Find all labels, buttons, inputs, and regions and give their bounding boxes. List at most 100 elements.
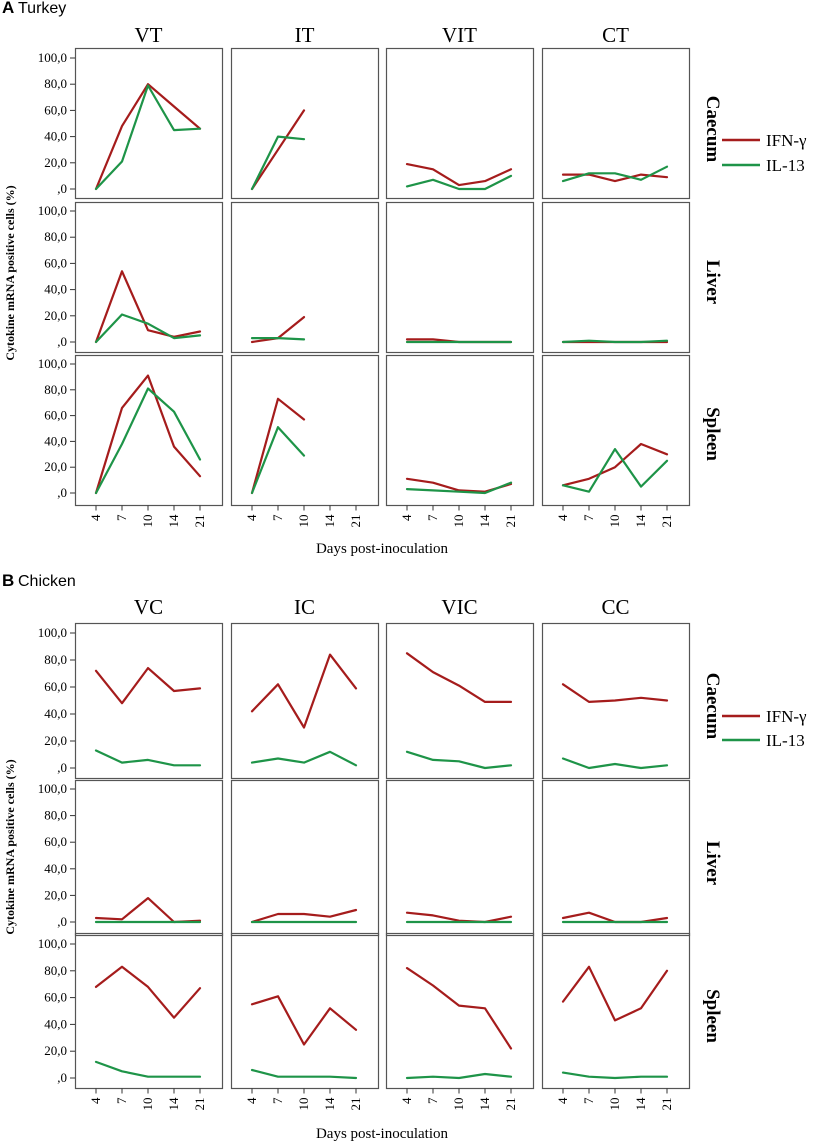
y-tick-label: 80,0 [44, 652, 67, 667]
y-tick-label: 100,0 [38, 50, 67, 65]
ifn-gamma-line-caecum-ic [250, 653, 358, 729]
legend-label: IFN-γ [766, 707, 807, 726]
column-title: CT [602, 23, 629, 47]
panel-letter: A [2, 0, 14, 17]
x-tick-label: 7 [114, 1097, 129, 1104]
panel-name: Turkey [18, 0, 66, 17]
facet-frame [385, 47, 535, 200]
row-label: Spleen [702, 989, 723, 1043]
y-tick-label: 20,0 [44, 733, 67, 748]
facet-frame [541, 201, 691, 354]
y-tick-label: 60,0 [44, 679, 67, 694]
facet-frame [385, 932, 535, 1090]
facet-frame [385, 779, 535, 937]
ifn-gamma-line-caecum-vc [94, 666, 202, 705]
il-13-line-spleen-ic [250, 1068, 358, 1080]
y-tick-label: 40,0 [44, 282, 67, 297]
column-title: VC [134, 595, 163, 619]
il-13-line-spleen-cc [561, 1071, 669, 1080]
x-tick-label: 21 [192, 1098, 207, 1111]
il-13-line-spleen-vc [94, 1060, 202, 1078]
ifn-gamma-line-liver-vt [94, 270, 202, 344]
x-tick-label: 7 [425, 514, 440, 521]
il-13-line-caecum-ct [561, 165, 669, 183]
x-tick-label: 4 [244, 514, 259, 521]
x-tick-label: 21 [348, 1098, 363, 1111]
il-13-line-caecum-cc [561, 757, 669, 770]
il-13-line-liver-it [250, 337, 306, 341]
ifn-gamma-line-liver-vc [94, 896, 202, 924]
x-tick-label: 4 [555, 1097, 570, 1104]
ifn-gamma-line-liver-vic [405, 911, 513, 924]
facet-frame [74, 47, 224, 200]
y-tick-label: 100,0 [38, 781, 67, 796]
y-tick-label: ,0 [57, 485, 67, 500]
panel-name: Chicken [18, 573, 76, 590]
x-tick-label: 4 [88, 514, 103, 521]
il-13-line-spleen-ct [561, 448, 669, 493]
y-tick-label: ,0 [57, 760, 67, 775]
facet-frame [230, 779, 380, 937]
x-tick-label: 14 [166, 1097, 181, 1111]
column-title: CC [601, 595, 629, 619]
y-tick-label: 20,0 [44, 308, 67, 323]
y-tick-label: 40,0 [44, 129, 67, 144]
facet-frame [230, 932, 380, 1090]
x-axis-title: Days post-inoculation [316, 1126, 449, 1142]
x-tick-label: 10 [607, 515, 622, 528]
row-label: Liver [702, 841, 723, 886]
facet-frame [541, 354, 691, 507]
x-tick-label: 10 [140, 1098, 155, 1111]
il-13-line-caecum-vc [94, 749, 202, 767]
y-axis-title: Cytokine mRNA positive cells (%) [3, 759, 17, 934]
facet-frame [230, 201, 380, 354]
y-tick-label: 60,0 [44, 408, 67, 423]
il-13-line-caecum-vit [405, 174, 513, 191]
y-tick-label: 40,0 [44, 1016, 67, 1031]
y-tick-label: 20,0 [44, 459, 67, 474]
legend-label: IL-13 [766, 156, 805, 175]
x-tick-label: 7 [270, 514, 285, 521]
x-tick-label: 4 [244, 1097, 259, 1104]
x-tick-label: 21 [503, 515, 518, 528]
x-tick-label: 10 [607, 1098, 622, 1111]
il-13-line-caecum-ic [250, 750, 358, 767]
x-tick-label: 14 [633, 514, 648, 528]
column-title: IT [295, 23, 315, 47]
y-tick-label: 60,0 [44, 255, 67, 270]
ifn-gamma-line-caecum-vt [94, 83, 202, 191]
facet-frame [230, 47, 380, 200]
facet-frame [74, 622, 224, 780]
ifn-gamma-line-spleen-cc [561, 965, 669, 1022]
ifn-gamma-line-caecum-vic [405, 652, 513, 704]
x-tick-label: 7 [114, 514, 129, 521]
x-tick-label: 4 [399, 514, 414, 521]
y-tick-label: 60,0 [44, 102, 67, 117]
facet-frame [74, 932, 224, 1090]
y-tick-label: ,0 [57, 181, 67, 196]
y-tick-label: 40,0 [44, 861, 67, 876]
facet-frame [74, 354, 224, 507]
panel-letter: B [2, 571, 14, 590]
il-13-line-spleen-it [250, 426, 306, 495]
x-tick-label: 14 [477, 514, 492, 528]
y-tick-label: 60,0 [44, 990, 67, 1005]
ifn-gamma-line-spleen-ic [250, 995, 358, 1046]
x-tick-label: 14 [322, 1097, 337, 1111]
ifn-gamma-line-caecum-vit [405, 163, 513, 187]
y-tick-label: 40,0 [44, 433, 67, 448]
facet-frame [541, 622, 691, 780]
y-tick-label: 20,0 [44, 1043, 67, 1058]
y-tick-label: 100,0 [38, 936, 67, 951]
x-tick-label: 10 [296, 515, 311, 528]
il-13-line-caecum-vic [405, 750, 513, 770]
y-tick-label: ,0 [57, 914, 67, 929]
y-tick-label: 80,0 [44, 76, 67, 91]
x-tick-label: 14 [477, 1097, 492, 1111]
row-label: Caecum [702, 96, 723, 163]
column-title: VIT [442, 23, 477, 47]
legend-label: IL-13 [766, 731, 805, 750]
x-tick-label: 14 [633, 1097, 648, 1111]
x-tick-label: 7 [581, 514, 596, 521]
